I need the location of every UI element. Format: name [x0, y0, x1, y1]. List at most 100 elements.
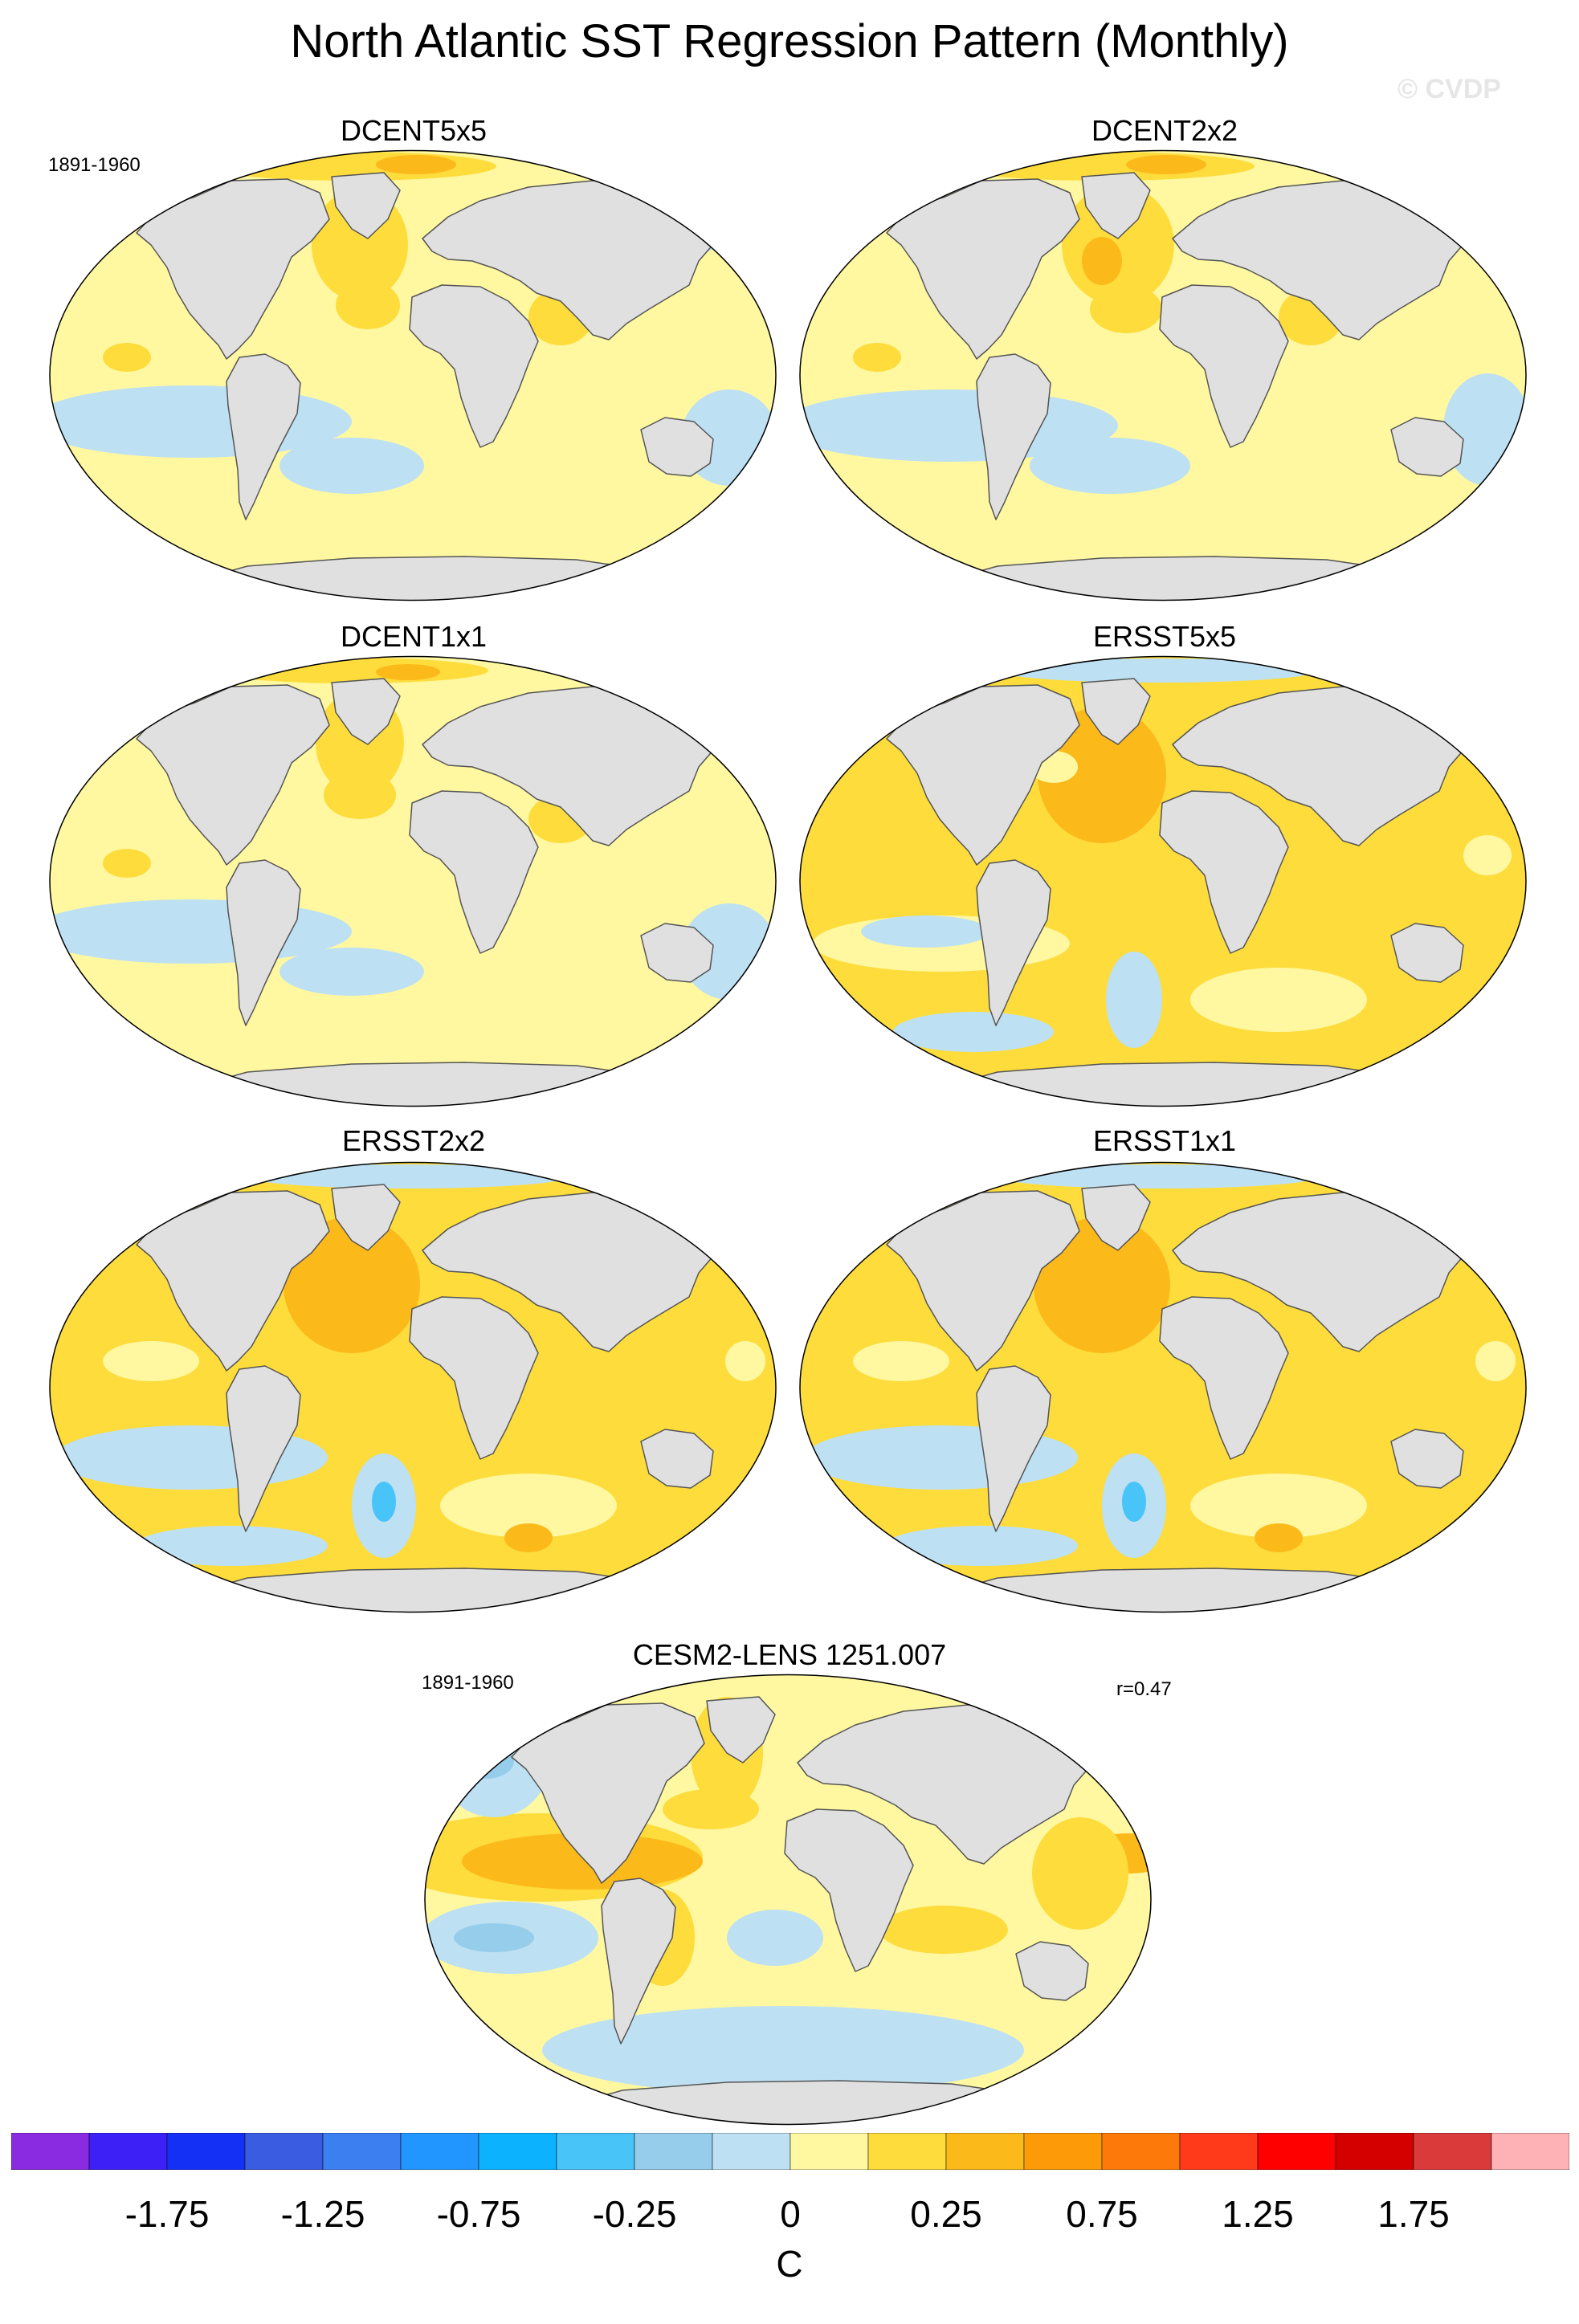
anomaly-region [1126, 155, 1206, 174]
anomaly-region [1030, 438, 1190, 494]
map-ersst5x5 [799, 655, 1527, 1107]
anomaly-region [1122, 1482, 1146, 1522]
ocean-field [800, 1162, 1526, 1613]
colorbar-swatch [1257, 2133, 1336, 2170]
colorbar-swatch [1179, 2133, 1259, 2170]
colorbar-tick-label: 1.25 [1222, 2193, 1294, 2235]
anomaly-region [1255, 1523, 1303, 1552]
anomaly-region [440, 1474, 617, 1538]
anomaly-region [372, 1482, 396, 1522]
anomaly-region [663, 1789, 759, 1829]
map-frame [49, 655, 777, 1107]
colorbar-swatch [478, 2133, 557, 2170]
anomaly-region [376, 664, 440, 680]
colorbar-tick-label: 1.75 [1377, 2193, 1450, 2235]
anomaly-region [247, 1164, 569, 1189]
anomaly-region [893, 1012, 1054, 1052]
colorbar-swatch [400, 2133, 479, 2170]
colorbar-swatch [867, 2133, 947, 2170]
colorbar-tick-label: -0.25 [592, 2193, 677, 2235]
land-southAmerica [226, 353, 301, 520]
ocean-field [425, 1674, 1151, 2125]
land-northAmerica [136, 1190, 330, 1372]
land-northAmerica [886, 1190, 1080, 1372]
land-australia [640, 923, 714, 983]
anomaly-region [998, 1164, 1319, 1189]
land-africa [409, 284, 539, 448]
anomaly-region [1034, 1217, 1170, 1353]
anomaly-region [1038, 707, 1166, 843]
panel-title-ersst2x2: ERSST2x2 [341, 1124, 486, 1157]
anomaly-region [1443, 373, 1526, 486]
anomaly-region [1090, 285, 1162, 333]
period-label-top: 1891-1960 [48, 154, 141, 176]
colorbar-tick-label: 0.25 [910, 2193, 982, 2235]
period-label-bottom: 1891-1960 [422, 1672, 514, 1694]
colorbar-swatch [1491, 2133, 1569, 2170]
map-cesm2-lens [424, 1674, 1152, 2126]
land-australia [1390, 417, 1464, 477]
colorbar-swatch [712, 2133, 791, 2170]
anomaly-region [998, 658, 1319, 683]
anomaly-region [853, 1341, 949, 1381]
ocean-field [50, 656, 776, 1107]
anomaly-region [103, 849, 151, 878]
anomaly-region [1082, 237, 1122, 285]
land-southAmerica [226, 1365, 301, 1532]
anomaly-region [504, 1523, 553, 1552]
land-africa [1159, 1296, 1289, 1460]
colorbar-swatch [1335, 2133, 1414, 2170]
colorbar-swatch [1023, 2133, 1103, 2170]
land-africa [409, 1296, 539, 1460]
map-ersst1x1 [799, 1161, 1527, 1613]
anomaly-region [376, 155, 456, 174]
ocean-field [50, 1162, 776, 1613]
panel-title-dcent2x2: DCENT2x2 [1091, 114, 1238, 147]
colorbar-swatch [556, 2133, 635, 2170]
colorbar-tick-label: -1.75 [124, 2193, 210, 2235]
anomaly-region [215, 658, 488, 683]
land-northAmerica [886, 178, 1080, 360]
colorbar-swatch [1413, 2133, 1492, 2170]
map-frame [799, 149, 1527, 601]
colorbar-swatch [244, 2133, 324, 2170]
anomaly-region [279, 948, 424, 996]
anomaly-region [336, 281, 400, 329]
anomaly-region [103, 343, 151, 372]
cvdp-watermark: © CVDP [1397, 74, 1501, 104]
figure-title: North Atlantic SST Regression Pattern (M… [290, 15, 1289, 67]
panel-title-dcent5x5: DCENT5x5 [340, 114, 488, 147]
anomaly-region [324, 771, 396, 819]
anomaly-region [542, 2006, 1024, 2094]
panel-title-ersst1x1: ERSST1x1 [1092, 1124, 1237, 1157]
colorbar-swatch [1101, 2133, 1181, 2170]
land-australia [1390, 923, 1464, 983]
land-northAmerica [511, 1702, 705, 1884]
anomaly-region [103, 1341, 199, 1381]
colorbar-tick-label: -1.25 [280, 2193, 365, 2235]
land-greenland [1081, 678, 1151, 745]
anomaly-region [284, 1217, 420, 1353]
land-australia [1015, 1941, 1089, 2001]
ocean-field [50, 150, 776, 601]
map-frame [799, 1161, 1527, 1613]
correlation-label: r=0.47 [1116, 1678, 1172, 1700]
map-frame [424, 1674, 1152, 2126]
anomaly-region [885, 1526, 1078, 1566]
anomaly-region [279, 438, 424, 494]
map-dcent5x5 [49, 149, 777, 601]
anomaly-region [1106, 952, 1162, 1048]
colorbar-swatch [945, 2133, 1025, 2170]
map-dcent2x2 [799, 149, 1527, 601]
land-northAmerica [886, 684, 1080, 866]
land-greenland [1081, 172, 1151, 239]
map-frame [799, 655, 1527, 1107]
colorbar-swatch [322, 2133, 402, 2170]
colorbar-swatch [11, 2133, 90, 2170]
colorbar [11, 2133, 1569, 2170]
colorbar-tick-label: -0.75 [436, 2193, 521, 2235]
land-southAmerica [976, 859, 1051, 1026]
anomaly-region [135, 1526, 328, 1566]
land-africa [784, 1808, 914, 1972]
land-australia [1390, 1429, 1464, 1489]
